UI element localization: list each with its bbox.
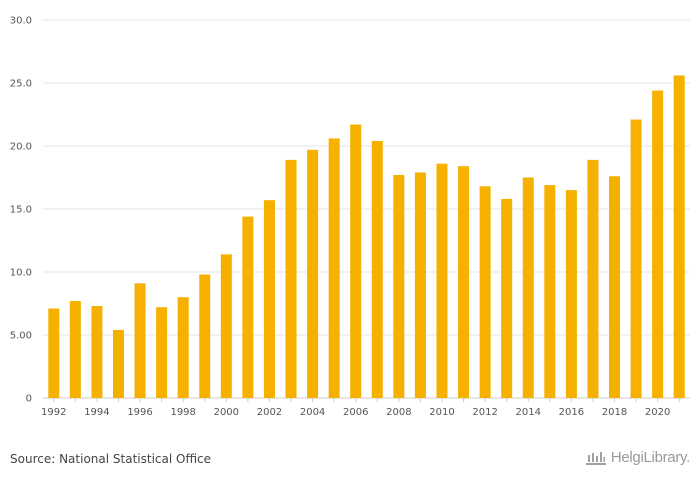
- bar-2015[interactable]: [544, 185, 556, 398]
- bar-2002[interactable]: [263, 200, 275, 398]
- x-tick-label: 2020: [645, 407, 670, 418]
- x-tick-label: 2016: [559, 407, 584, 418]
- bar-2014[interactable]: [522, 177, 534, 399]
- x-tick-label: 1992: [41, 407, 66, 418]
- x-tick-label: 1994: [84, 407, 109, 418]
- bar-2006[interactable]: [350, 124, 362, 398]
- bar-1995[interactable]: [112, 329, 124, 398]
- x-tick-label: 1998: [170, 407, 195, 418]
- y-tick-label: 0: [26, 394, 32, 405]
- y-tick-label: 30.0: [10, 16, 32, 27]
- bar-2021[interactable]: [673, 75, 685, 398]
- bar-1992[interactable]: [48, 308, 60, 398]
- y-tick-label: 5.00: [10, 331, 32, 342]
- bar-2008[interactable]: [393, 174, 405, 398]
- library-icon: [585, 452, 606, 465]
- x-tick-label: 2014: [516, 407, 541, 418]
- bar-2005[interactable]: [328, 138, 340, 398]
- x-tick-label: 2004: [300, 407, 325, 418]
- bar-2009[interactable]: [414, 172, 426, 398]
- brand-name: HelgiLibrary.: [610, 448, 690, 466]
- x-tick-label: 2012: [472, 407, 497, 418]
- y-tick-label: 15.0: [10, 205, 32, 216]
- bar-1996[interactable]: [134, 283, 146, 398]
- bar-1997[interactable]: [156, 307, 168, 398]
- bar-2003[interactable]: [285, 159, 297, 398]
- bar-2012[interactable]: [479, 186, 491, 398]
- bar-2007[interactable]: [371, 140, 383, 398]
- bar-2019[interactable]: [630, 119, 642, 398]
- bar-2000[interactable]: [220, 254, 232, 398]
- source-note: Source: National Statistical Office: [10, 452, 212, 466]
- bar-2018[interactable]: [609, 176, 621, 398]
- bar-chart: 0 5.00 10.0 15.0 20.0 25.0 30.0 1992 1994 1996 199…: [10, 16, 690, 418]
- brand-logo: HelgiLibrary.: [585, 448, 690, 466]
- x-tick-label: 2010: [429, 407, 454, 418]
- y-tick-label: 10.0: [10, 268, 32, 279]
- bar-2017[interactable]: [587, 159, 599, 398]
- x-tick-label: 2018: [602, 407, 627, 418]
- bar-2020[interactable]: [652, 90, 664, 398]
- bar-2013[interactable]: [501, 198, 513, 398]
- x-tick-label: 1996: [127, 407, 152, 418]
- y-tick-label: 20.0: [10, 142, 32, 153]
- bar-1999[interactable]: [199, 274, 211, 398]
- x-tick-label: 2002: [257, 407, 282, 418]
- bar-2001[interactable]: [242, 216, 254, 398]
- y-tick-label: 25.0: [10, 79, 32, 90]
- x-tick-label: 2000: [214, 407, 239, 418]
- bar-1998[interactable]: [177, 297, 189, 398]
- bar-2004[interactable]: [307, 149, 319, 398]
- bar-1993[interactable]: [69, 300, 81, 398]
- x-tick-label: 2006: [343, 407, 368, 418]
- bar-2016[interactable]: [565, 190, 577, 398]
- x-tick-label: 2008: [386, 407, 411, 418]
- bar-2011[interactable]: [458, 166, 470, 398]
- bar-2010[interactable]: [436, 163, 448, 398]
- bar-1994[interactable]: [91, 306, 103, 398]
